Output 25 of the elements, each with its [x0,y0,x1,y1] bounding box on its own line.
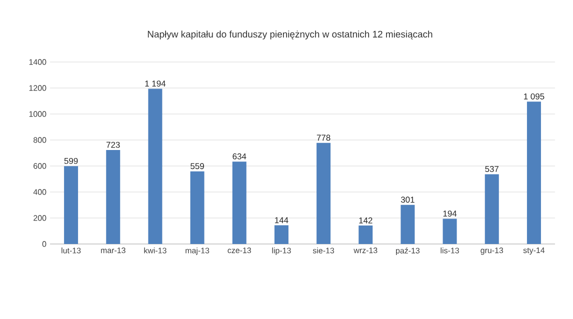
data-label: 301 [400,196,414,203]
data-label: 778 [316,134,330,141]
data-label: 144 [275,217,288,224]
data-label: 723 [106,142,120,148]
bar [190,171,204,244]
chart-title: Napływ kapitału do funduszy pieniężnych w ostatnich 12 miesiącach [148,30,432,40]
data-label: 537 [485,166,499,172]
bar [106,150,120,244]
data-label: 1 095 [524,93,544,100]
data-label: 1 194 [145,80,166,87]
bar [400,204,415,244]
data-label: 599 [64,158,78,164]
bar [442,218,457,244]
bar [232,162,246,244]
bar [484,174,499,244]
data-label: 194 [443,210,457,217]
data-label: 634 [232,153,246,160]
bar [526,102,541,244]
bar [148,88,162,244]
bar [274,225,288,244]
data-label: 142 [359,217,372,224]
data-label: 559 [190,163,204,170]
bar [316,142,331,244]
bar [358,226,373,244]
bar [64,166,78,244]
